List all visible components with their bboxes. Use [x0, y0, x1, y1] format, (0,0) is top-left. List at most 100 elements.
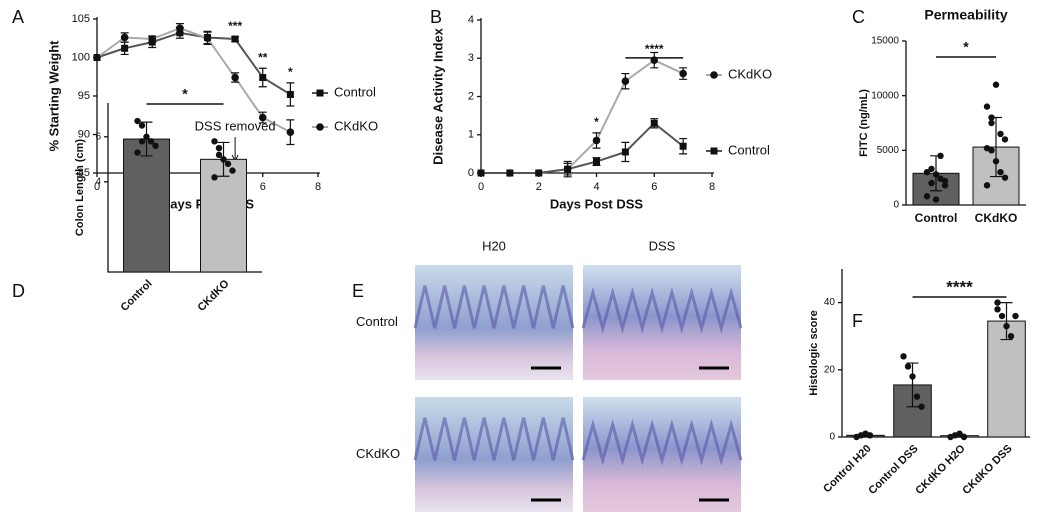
data-point	[941, 182, 949, 189]
significance-label: *	[288, 65, 293, 79]
tissue-crypts	[413, 285, 575, 329]
y-tick-label: 4	[468, 14, 474, 26]
x-tick-label: 6	[651, 181, 657, 193]
data-point	[1007, 333, 1015, 340]
data-point	[997, 169, 1004, 176]
data-point	[138, 138, 146, 145]
x-tick-label: 2	[536, 181, 542, 193]
legend-label: Control	[728, 142, 770, 157]
y-axis-title: % Starting Weight	[46, 40, 61, 152]
x-tick-label: 0	[478, 181, 484, 193]
legend-label: CKdKO	[334, 118, 378, 133]
panel-letter: A	[12, 7, 24, 27]
marker	[286, 90, 294, 98]
data-point	[983, 103, 991, 110]
y-tick-label: 6	[95, 131, 101, 142]
marker	[621, 77, 630, 85]
data-point	[983, 182, 991, 189]
data-point	[909, 373, 916, 380]
legend-marker	[710, 71, 718, 79]
marker	[259, 74, 267, 82]
data-point	[900, 353, 907, 360]
marker	[286, 128, 295, 136]
data-point	[220, 156, 227, 163]
data-point	[928, 179, 935, 187]
significance-label: ***	[228, 19, 242, 33]
marker	[564, 165, 572, 173]
y-tick-label: 1	[468, 129, 474, 141]
marker	[477, 169, 485, 177]
data-point	[134, 149, 141, 156]
legend-marker	[710, 147, 718, 155]
y-tick-label: 105	[72, 13, 90, 25]
data-point	[988, 119, 995, 127]
error-bar	[1000, 302, 1013, 341]
data-point	[211, 174, 218, 181]
series-line	[96, 31, 291, 96]
data-point	[941, 177, 949, 185]
marker	[176, 24, 184, 33]
data-point	[229, 167, 236, 174]
y-tick-label: 85	[78, 167, 90, 179]
y-tick-label: 0	[829, 432, 835, 443]
y-axis-title: FITC (ng/mL)	[858, 89, 870, 157]
annotation: DSS removed	[195, 118, 276, 133]
column-label: H20	[482, 238, 506, 253]
data-point	[143, 133, 150, 140]
data-point	[994, 306, 1001, 313]
data-point	[998, 312, 1006, 320]
data-point	[923, 169, 931, 176]
marker	[258, 113, 267, 122]
y-tick-label: 95	[78, 90, 90, 102]
data-point	[988, 147, 995, 154]
y-tick-label: 20	[824, 364, 836, 375]
tissue-crypts	[413, 417, 575, 461]
histology-panel: E H20 DSS Control CKdKO	[352, 238, 743, 512]
y-tick-label: 100	[72, 51, 90, 63]
x-tick-label: CKdKO	[196, 277, 232, 313]
marker	[120, 33, 129, 42]
x-tick-label: CKdKO DSS	[960, 443, 1014, 497]
marker	[593, 158, 600, 166]
y-tick-label: 10000	[871, 90, 899, 101]
data-point	[1012, 312, 1019, 320]
marker	[621, 148, 629, 156]
marker	[93, 53, 101, 62]
data-point	[928, 165, 935, 173]
marker	[231, 73, 239, 82]
series-line	[481, 59, 684, 174]
data-point	[866, 432, 874, 439]
panel-letter: E	[352, 281, 364, 301]
y-tick-label: 40	[824, 297, 836, 308]
x-tick-label: 8	[315, 181, 321, 193]
x-tick-label: Control H20	[821, 443, 874, 496]
y-tick-label: 15000	[871, 36, 899, 47]
legend-label: CKdKO	[728, 66, 772, 81]
x-axis-title: Days Post DSS	[550, 196, 644, 211]
tissue-image	[583, 397, 741, 512]
data-point	[992, 81, 1000, 88]
x-tick-label: 8	[709, 181, 715, 193]
y-tick-label: 5000	[877, 145, 900, 156]
series-line	[96, 27, 291, 134]
data-point	[937, 152, 944, 159]
data-point	[913, 393, 921, 400]
data-point	[152, 142, 159, 150]
axis	[480, 18, 714, 174]
y-tick-label: 3	[468, 52, 474, 64]
data-point	[1001, 174, 1009, 181]
data-point	[956, 430, 963, 437]
y-tick-label: 2	[468, 90, 474, 102]
marker	[535, 169, 543, 177]
significance-label: *	[963, 39, 969, 55]
y-axis-title: Disease Activity Index	[430, 27, 445, 165]
row-label: Control	[356, 314, 398, 329]
y-axis-title: Colon Length (cm)	[74, 139, 86, 236]
x-tick-label: CKdKO	[975, 211, 1018, 225]
data-point	[997, 130, 1004, 138]
column-label: DSS	[649, 238, 676, 253]
data-point	[932, 171, 940, 178]
significance-label: ****	[946, 277, 973, 296]
data-point	[147, 138, 155, 145]
data-point	[992, 158, 1000, 165]
